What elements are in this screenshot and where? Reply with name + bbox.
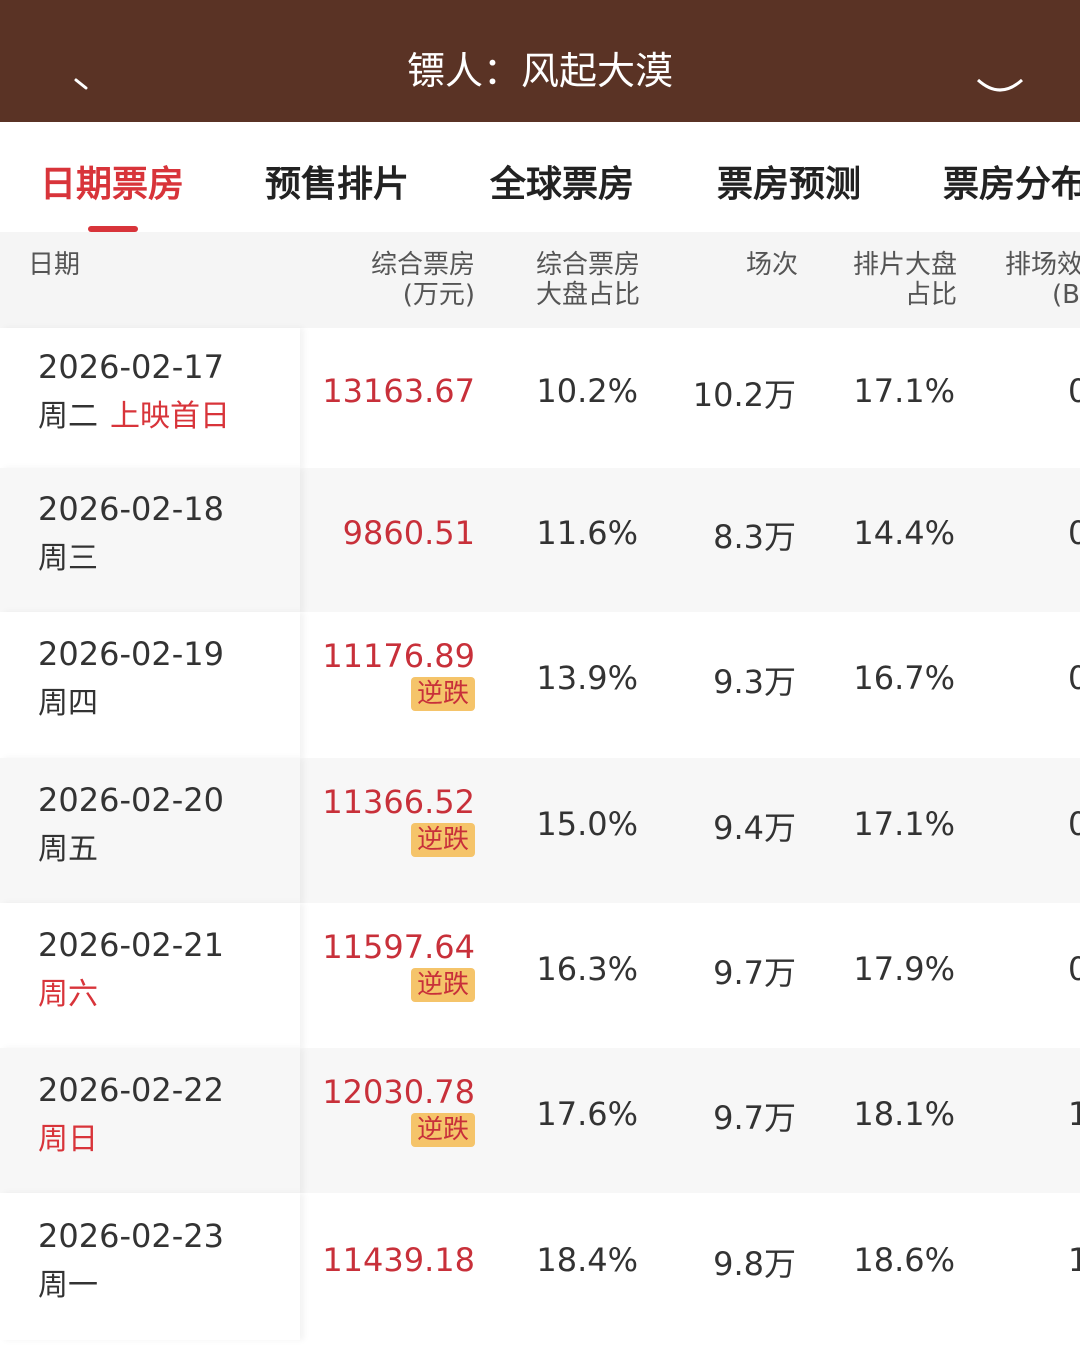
box-office: 11366.52 [322, 782, 475, 821]
box-office: 11176.89 [322, 637, 475, 675]
column-header: (万元) [402, 280, 475, 310]
schedule: 18.1% [853, 1094, 955, 1133]
shows: 9.7万 [713, 953, 796, 992]
date: 2026-02-23 [38, 1216, 224, 1255]
weekday: 周五 [38, 831, 98, 867]
column-header: 场次 [745, 250, 798, 280]
shows: 9.7万 [713, 1098, 796, 1137]
weekday: 周六 [38, 976, 98, 1012]
box-office: 12030.78 [322, 1072, 475, 1111]
weekday: 周二 [38, 399, 98, 434]
date-cell [0, 468, 300, 612]
column-header: 排片大盘 [852, 250, 957, 280]
date: 2026-02-20 [38, 780, 224, 819]
schedule: 14.4% [853, 514, 955, 552]
share: 11.6% [536, 514, 638, 552]
date-cell [0, 758, 300, 903]
shows: 9.4万 [713, 808, 796, 847]
shows: 9.8万 [713, 1244, 796, 1283]
weekday: 周一 [38, 1267, 98, 1303]
tab[interactable]: 票房分布 [943, 164, 1080, 205]
share: 13.9% [536, 659, 638, 697]
efficiency: 0 [1068, 804, 1080, 843]
back-icon[interactable] [74, 78, 88, 90]
share: 17.6% [536, 1094, 638, 1133]
shows: 8.3万 [713, 518, 796, 556]
schedule: 16.7% [853, 659, 955, 697]
efficiency: 1 [1068, 1240, 1080, 1279]
share: 16.3% [536, 949, 638, 988]
date: 2026-02-22 [38, 1070, 224, 1109]
efficiency: 0 [1068, 372, 1080, 410]
column-header: 综合票房 [370, 250, 475, 280]
share-icon[interactable] [976, 78, 1024, 92]
tab[interactable]: 日期票房 [40, 164, 185, 205]
date: 2026-02-17 [38, 348, 224, 386]
share: 15.0% [536, 804, 638, 843]
column-header: 日期 [28, 250, 81, 280]
shows: 10.2万 [692, 376, 796, 414]
column-header [0, 232, 1080, 328]
shows: 9.3万 [713, 663, 796, 701]
badge: 逆跌 [410, 1112, 475, 1147]
date: 2026-02-21 [38, 925, 224, 964]
schedule: 18.6% [853, 1240, 955, 1279]
share: 18.4% [536, 1240, 638, 1279]
title: 镖人：风起大漠 [406, 49, 673, 93]
date-cell [0, 1048, 300, 1193]
efficiency: 1 [1068, 1094, 1080, 1133]
share: 10.2% [536, 372, 638, 410]
date-cell [0, 1193, 300, 1340]
date: 2026-02-18 [38, 490, 224, 528]
tag: 上映首日 [110, 399, 230, 434]
box-office: 11597.64 [322, 927, 475, 966]
box-office: 9860.51 [342, 514, 475, 552]
date-cell [0, 903, 300, 1048]
column-header: 占比 [904, 280, 957, 310]
efficiency: 0 [1068, 659, 1080, 697]
date-cell [0, 328, 300, 468]
tab[interactable]: 全球票房 [490, 164, 635, 205]
badge: 逆跌 [410, 822, 475, 857]
header-bar [0, 0, 1080, 122]
schedule: 17.1% [853, 372, 955, 410]
tab[interactable]: 预售排片 [265, 164, 410, 205]
tab-underline [88, 226, 138, 232]
badge: 逆跌 [410, 677, 475, 711]
column-header: 大盘占比 [535, 280, 640, 310]
weekday: 周三 [38, 541, 98, 576]
efficiency: 0 [1068, 514, 1080, 552]
box-office: 11439.18 [322, 1240, 475, 1279]
schedule: 17.1% [853, 804, 955, 843]
column-header: (B [1052, 280, 1080, 310]
date-cell [0, 612, 300, 758]
schedule: 17.9% [853, 949, 955, 988]
box-office: 13163.67 [322, 372, 475, 410]
tab[interactable]: 票房预测 [717, 164, 862, 205]
badge: 逆跌 [410, 967, 475, 1002]
header-icons [74, 78, 1024, 92]
weekday: 周日 [38, 1121, 98, 1157]
efficiency: 0 [1068, 949, 1080, 988]
column-header: 排场效 [1005, 250, 1080, 280]
weekday: 周四 [38, 686, 98, 721]
column-header: 综合票房 [535, 250, 640, 280]
date: 2026-02-19 [38, 635, 224, 673]
